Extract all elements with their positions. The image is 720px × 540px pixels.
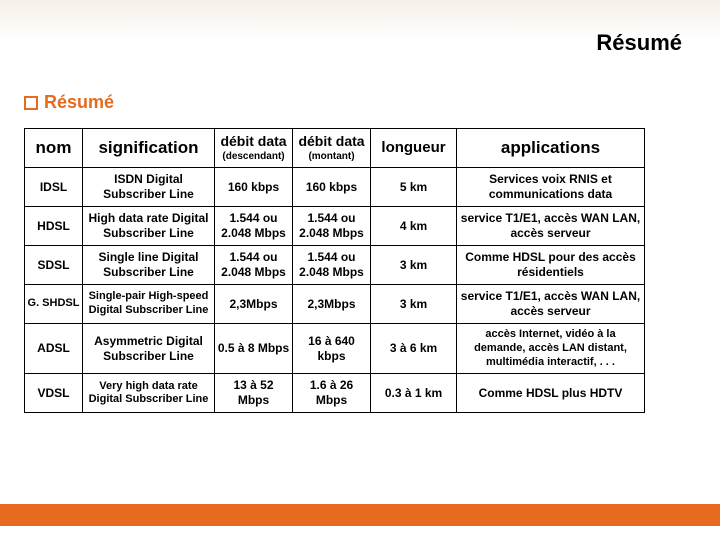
cell-deb-desc: 13 à 52 Mbps (215, 374, 293, 413)
cell-app: service T1/E1, accès WAN LAN, accès serv… (457, 285, 645, 324)
th-nom-label: nom (36, 138, 72, 157)
section-title: Résumé (24, 92, 114, 113)
cell-deb-desc: 1.544 ou 2.048 Mbps (215, 207, 293, 246)
th-debit-mont-sub: (montant) (295, 151, 368, 164)
th-debit-mont: débit data (montant) (293, 129, 371, 168)
cell-deb-desc: 2,3Mbps (215, 285, 293, 324)
th-longueur: longueur (371, 129, 457, 168)
summary-table: nom signification débit data (descendant… (24, 128, 645, 413)
cell-app: Comme HDSL pour des accès résidentiels (457, 246, 645, 285)
cell-app: accès Internet, vidéo à la demande, accè… (457, 324, 645, 374)
table-row: IDSL ISDN Digital Subscriber Line 160 kb… (25, 168, 645, 207)
table-header-row: nom signification débit data (descendant… (25, 129, 645, 168)
cell-sig: ISDN Digital Subscriber Line (83, 168, 215, 207)
cell-deb-desc: 1.544 ou 2.048 Mbps (215, 246, 293, 285)
cell-nom: VDSL (25, 374, 83, 413)
cell-long: 4 km (371, 207, 457, 246)
table-row: ADSL Asymmetric Digital Subscriber Line … (25, 324, 645, 374)
cell-nom: HDSL (25, 207, 83, 246)
page-title: Résumé (596, 30, 682, 56)
cell-sig: Single-pair High-speed Digital Subscribe… (83, 285, 215, 324)
th-debit-desc-main: débit data (220, 133, 286, 149)
cell-deb-mont: 16 à 640 kbps (293, 324, 371, 374)
th-longueur-label: longueur (381, 139, 445, 156)
cell-long: 3 km (371, 285, 457, 324)
cell-deb-mont: 1.6 à 26 Mbps (293, 374, 371, 413)
th-debit-mont-main: débit data (298, 133, 364, 149)
th-debit-desc-sub: (descendant) (217, 151, 290, 164)
cell-long: 3 km (371, 246, 457, 285)
cell-nom: IDSL (25, 168, 83, 207)
cell-app: Comme HDSL plus HDTV (457, 374, 645, 413)
cell-long: 0.3 à 1 km (371, 374, 457, 413)
th-applications: applications (457, 129, 645, 168)
cell-nom: G. SHDSL (25, 285, 83, 324)
cell-nom: SDSL (25, 246, 83, 285)
cell-sig: Very high data rate Digital Subscriber L… (83, 374, 215, 413)
footer-bar (0, 504, 720, 526)
cell-deb-desc: 160 kbps (215, 168, 293, 207)
cell-deb-mont: 1.544 ou 2.048 Mbps (293, 246, 371, 285)
cell-app: service T1/E1, accès WAN LAN, accès serv… (457, 207, 645, 246)
cell-deb-mont: 1.544 ou 2.048 Mbps (293, 207, 371, 246)
table-row: SDSL Single line Digital Subscriber Line… (25, 246, 645, 285)
bullet-icon (24, 96, 38, 110)
cell-sig: Single line Digital Subscriber Line (83, 246, 215, 285)
cell-deb-mont: 160 kbps (293, 168, 371, 207)
table-row: HDSL High data rate Digital Subscriber L… (25, 207, 645, 246)
cell-sig: Asymmetric Digital Subscriber Line (83, 324, 215, 374)
cell-deb-desc: 0.5 à 8 Mbps (215, 324, 293, 374)
th-debit-desc: débit data (descendant) (215, 129, 293, 168)
cell-long: 5 km (371, 168, 457, 207)
th-applications-label: applications (501, 138, 600, 157)
cell-sig: High data rate Digital Subscriber Line (83, 207, 215, 246)
section-title-text: Résumé (44, 92, 114, 113)
th-signification-label: signification (98, 138, 198, 157)
cell-nom: ADSL (25, 324, 83, 374)
table-row: G. SHDSL Single-pair High-speed Digital … (25, 285, 645, 324)
summary-table-wrap: nom signification débit data (descendant… (24, 128, 645, 413)
cell-deb-mont: 2,3Mbps (293, 285, 371, 324)
th-signification: signification (83, 129, 215, 168)
cell-long: 3 à 6 km (371, 324, 457, 374)
table-body: IDSL ISDN Digital Subscriber Line 160 kb… (25, 168, 645, 413)
th-nom: nom (25, 129, 83, 168)
table-row: VDSL Very high data rate Digital Subscri… (25, 374, 645, 413)
cell-app: Services voix RNIS et communications dat… (457, 168, 645, 207)
